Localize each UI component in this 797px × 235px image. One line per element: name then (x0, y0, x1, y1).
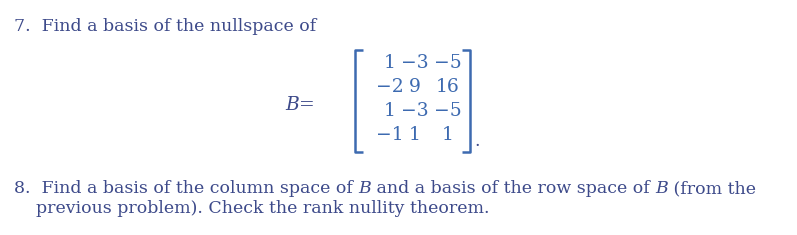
Text: 7.  Find a basis of the nullspace of: 7. Find a basis of the nullspace of (14, 18, 316, 35)
Text: −5: −5 (434, 54, 462, 72)
Text: −1: −1 (376, 126, 404, 144)
Text: .: . (474, 133, 480, 150)
Text: −3: −3 (401, 54, 429, 72)
Text: 8.  Find a basis of the column space of: 8. Find a basis of the column space of (14, 180, 359, 197)
Text: 9: 9 (409, 78, 421, 96)
Text: −2: −2 (376, 78, 404, 96)
Text: 16: 16 (436, 78, 460, 96)
Text: −3: −3 (401, 102, 429, 120)
Text: B: B (655, 180, 668, 197)
Text: =: = (299, 96, 315, 114)
Text: (from the: (from the (668, 180, 756, 197)
Text: previous problem). Check the rank nullity theorem.: previous problem). Check the rank nullit… (14, 200, 489, 217)
Text: 1: 1 (409, 126, 421, 144)
Text: 1: 1 (384, 102, 396, 120)
Text: −5: −5 (434, 102, 462, 120)
Text: 1: 1 (442, 126, 454, 144)
Text: 1: 1 (384, 54, 396, 72)
Text: B: B (359, 180, 371, 197)
Text: B: B (285, 96, 299, 114)
Text: and a basis of the row space of: and a basis of the row space of (371, 180, 655, 197)
